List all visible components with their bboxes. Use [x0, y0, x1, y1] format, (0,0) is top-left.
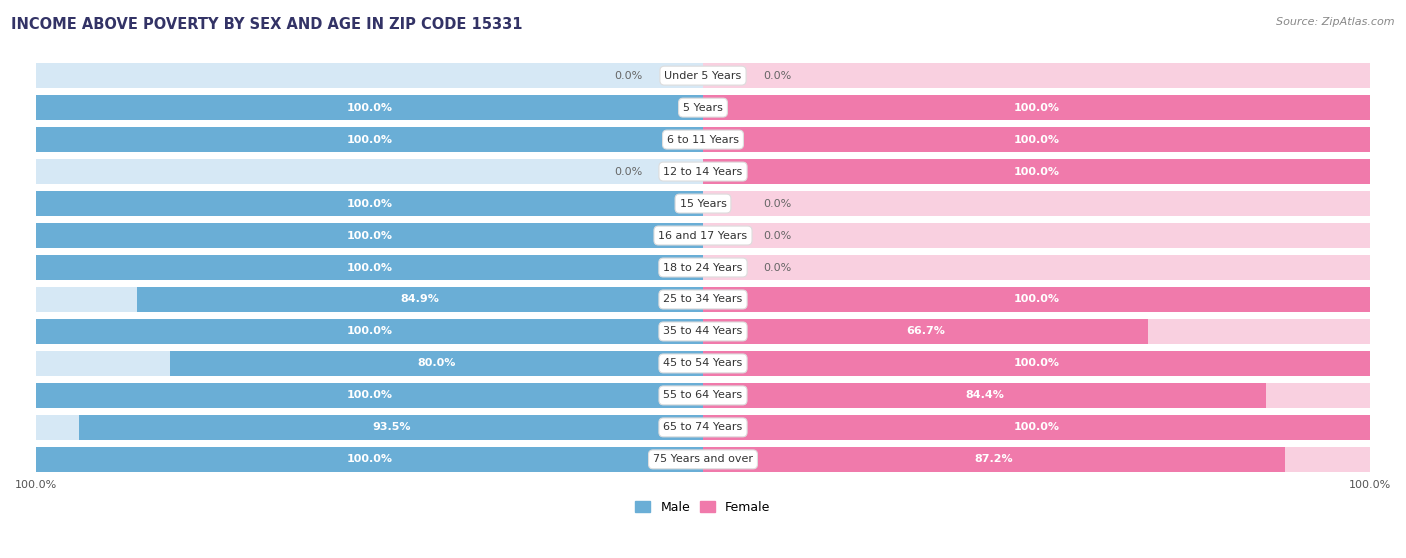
Bar: [703, 63, 1369, 88]
Bar: [703, 415, 1369, 440]
Bar: [703, 319, 1147, 344]
Bar: [37, 287, 703, 312]
Text: 15 Years: 15 Years: [679, 199, 727, 209]
Bar: [37, 255, 703, 280]
Text: 93.5%: 93.5%: [373, 422, 411, 432]
Text: 100.0%: 100.0%: [1014, 358, 1060, 368]
Text: 100.0%: 100.0%: [346, 134, 392, 145]
Bar: [703, 127, 1369, 152]
Bar: [703, 447, 1285, 472]
Bar: [703, 95, 1369, 120]
Bar: [650, 159, 703, 184]
Bar: [703, 255, 1369, 280]
Text: 80.0%: 80.0%: [418, 358, 456, 368]
Text: 0.0%: 0.0%: [763, 71, 792, 80]
Bar: [703, 223, 1369, 248]
Bar: [37, 63, 703, 88]
Legend: Male, Female: Male, Female: [630, 496, 776, 519]
Bar: [37, 351, 703, 376]
Text: 0.0%: 0.0%: [614, 167, 643, 176]
Bar: [37, 319, 703, 344]
Text: 16 and 17 Years: 16 and 17 Years: [658, 230, 748, 240]
Bar: [703, 63, 756, 88]
Text: 100.0%: 100.0%: [346, 103, 392, 113]
Bar: [703, 351, 1369, 376]
Text: 6 to 11 Years: 6 to 11 Years: [666, 134, 740, 145]
Bar: [703, 191, 1369, 216]
Bar: [703, 191, 756, 216]
Bar: [703, 383, 1265, 408]
Bar: [703, 127, 1369, 152]
Bar: [703, 287, 1369, 312]
Text: 55 to 64 Years: 55 to 64 Years: [664, 391, 742, 401]
Bar: [703, 447, 1369, 472]
Bar: [650, 63, 703, 88]
Bar: [37, 319, 703, 344]
Text: 100.0%: 100.0%: [1014, 167, 1060, 176]
Bar: [80, 415, 703, 440]
Text: 0.0%: 0.0%: [763, 230, 792, 240]
Text: Source: ZipAtlas.com: Source: ZipAtlas.com: [1277, 17, 1395, 27]
Bar: [37, 127, 703, 152]
Text: Under 5 Years: Under 5 Years: [665, 71, 741, 80]
Text: 100.0%: 100.0%: [346, 230, 392, 240]
Bar: [703, 223, 756, 248]
Bar: [37, 159, 703, 184]
Bar: [37, 95, 703, 120]
Bar: [37, 95, 703, 120]
Bar: [703, 159, 1369, 184]
Text: 100.0%: 100.0%: [346, 199, 392, 209]
Bar: [703, 415, 1369, 440]
Bar: [703, 159, 1369, 184]
Text: 66.7%: 66.7%: [905, 326, 945, 336]
Bar: [136, 287, 703, 312]
Text: 100.0%: 100.0%: [346, 326, 392, 336]
Bar: [37, 447, 703, 472]
Text: 25 to 34 Years: 25 to 34 Years: [664, 295, 742, 305]
Text: 100.0%: 100.0%: [346, 262, 392, 272]
Text: 35 to 44 Years: 35 to 44 Years: [664, 326, 742, 336]
Bar: [37, 415, 703, 440]
Bar: [703, 255, 756, 280]
Text: 45 to 54 Years: 45 to 54 Years: [664, 358, 742, 368]
Text: 100.0%: 100.0%: [1014, 103, 1060, 113]
Bar: [37, 383, 703, 408]
Bar: [703, 383, 1369, 408]
Bar: [703, 319, 1369, 344]
Text: 100.0%: 100.0%: [1014, 422, 1060, 432]
Text: 75 Years and over: 75 Years and over: [652, 454, 754, 464]
Bar: [37, 447, 703, 472]
Bar: [37, 223, 703, 248]
Bar: [703, 287, 1369, 312]
Bar: [703, 351, 1369, 376]
Bar: [37, 383, 703, 408]
Bar: [170, 351, 703, 376]
Bar: [37, 127, 703, 152]
Text: 0.0%: 0.0%: [763, 199, 792, 209]
Text: 100.0%: 100.0%: [346, 454, 392, 464]
Bar: [37, 223, 703, 248]
Text: 18 to 24 Years: 18 to 24 Years: [664, 262, 742, 272]
Bar: [37, 255, 703, 280]
Text: 84.9%: 84.9%: [401, 295, 439, 305]
Text: 100.0%: 100.0%: [1014, 295, 1060, 305]
Text: 87.2%: 87.2%: [974, 454, 1014, 464]
Text: 84.4%: 84.4%: [965, 391, 1004, 401]
Text: INCOME ABOVE POVERTY BY SEX AND AGE IN ZIP CODE 15331: INCOME ABOVE POVERTY BY SEX AND AGE IN Z…: [11, 17, 523, 32]
Text: 100.0%: 100.0%: [346, 391, 392, 401]
Text: 0.0%: 0.0%: [614, 71, 643, 80]
Text: 65 to 74 Years: 65 to 74 Years: [664, 422, 742, 432]
Text: 100.0%: 100.0%: [1014, 134, 1060, 145]
Text: 0.0%: 0.0%: [763, 262, 792, 272]
Bar: [37, 191, 703, 216]
Text: 12 to 14 Years: 12 to 14 Years: [664, 167, 742, 176]
Bar: [37, 191, 703, 216]
Bar: [703, 95, 1369, 120]
Text: 5 Years: 5 Years: [683, 103, 723, 113]
